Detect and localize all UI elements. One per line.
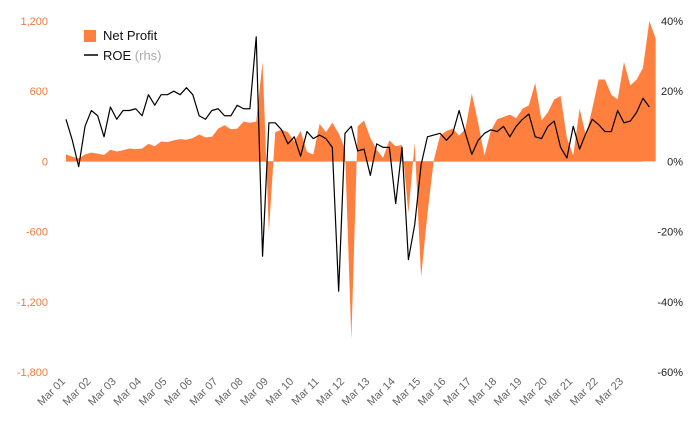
legend-swatch-net-profit	[84, 30, 96, 42]
legend-label-net-profit: Net Profit	[103, 28, 158, 43]
x-tick-label: Mar 10	[264, 376, 297, 409]
roe-line	[65, 36, 650, 292]
right-tick-label: 40%	[661, 16, 683, 28]
left-axis: 1,200 600 0 -600 -1,200 -1,800	[17, 16, 48, 379]
right-tick-label: -60%	[657, 367, 683, 379]
legend-label-roe-note: (rhs)	[135, 48, 162, 63]
legend-label-roe: ROE (rhs)	[103, 48, 162, 63]
x-tick-label: Mar 23	[593, 376, 626, 409]
right-tick-label: -20%	[657, 227, 683, 239]
left-tick-label: 1,200	[20, 16, 48, 28]
right-axis: 40% 20% 0% -20% -40% -60%	[657, 16, 683, 379]
left-tick-label: 0	[42, 156, 48, 168]
right-tick-label: -40%	[657, 297, 683, 309]
legend-label-roe-name: ROE	[103, 48, 132, 63]
right-tick-label: 0%	[667, 156, 683, 168]
roe-line-group	[65, 36, 650, 292]
net-profit-area-group	[66, 21, 656, 340]
left-tick-label: 600	[30, 86, 48, 98]
net-profit-area	[66, 21, 656, 340]
left-tick-label: -600	[26, 227, 48, 239]
left-tick-label: -1,800	[17, 367, 48, 379]
right-tick-label: 20%	[661, 86, 683, 98]
legend: Net Profit ROE (rhs)	[84, 28, 162, 63]
left-tick-label: -1,200	[17, 297, 48, 309]
